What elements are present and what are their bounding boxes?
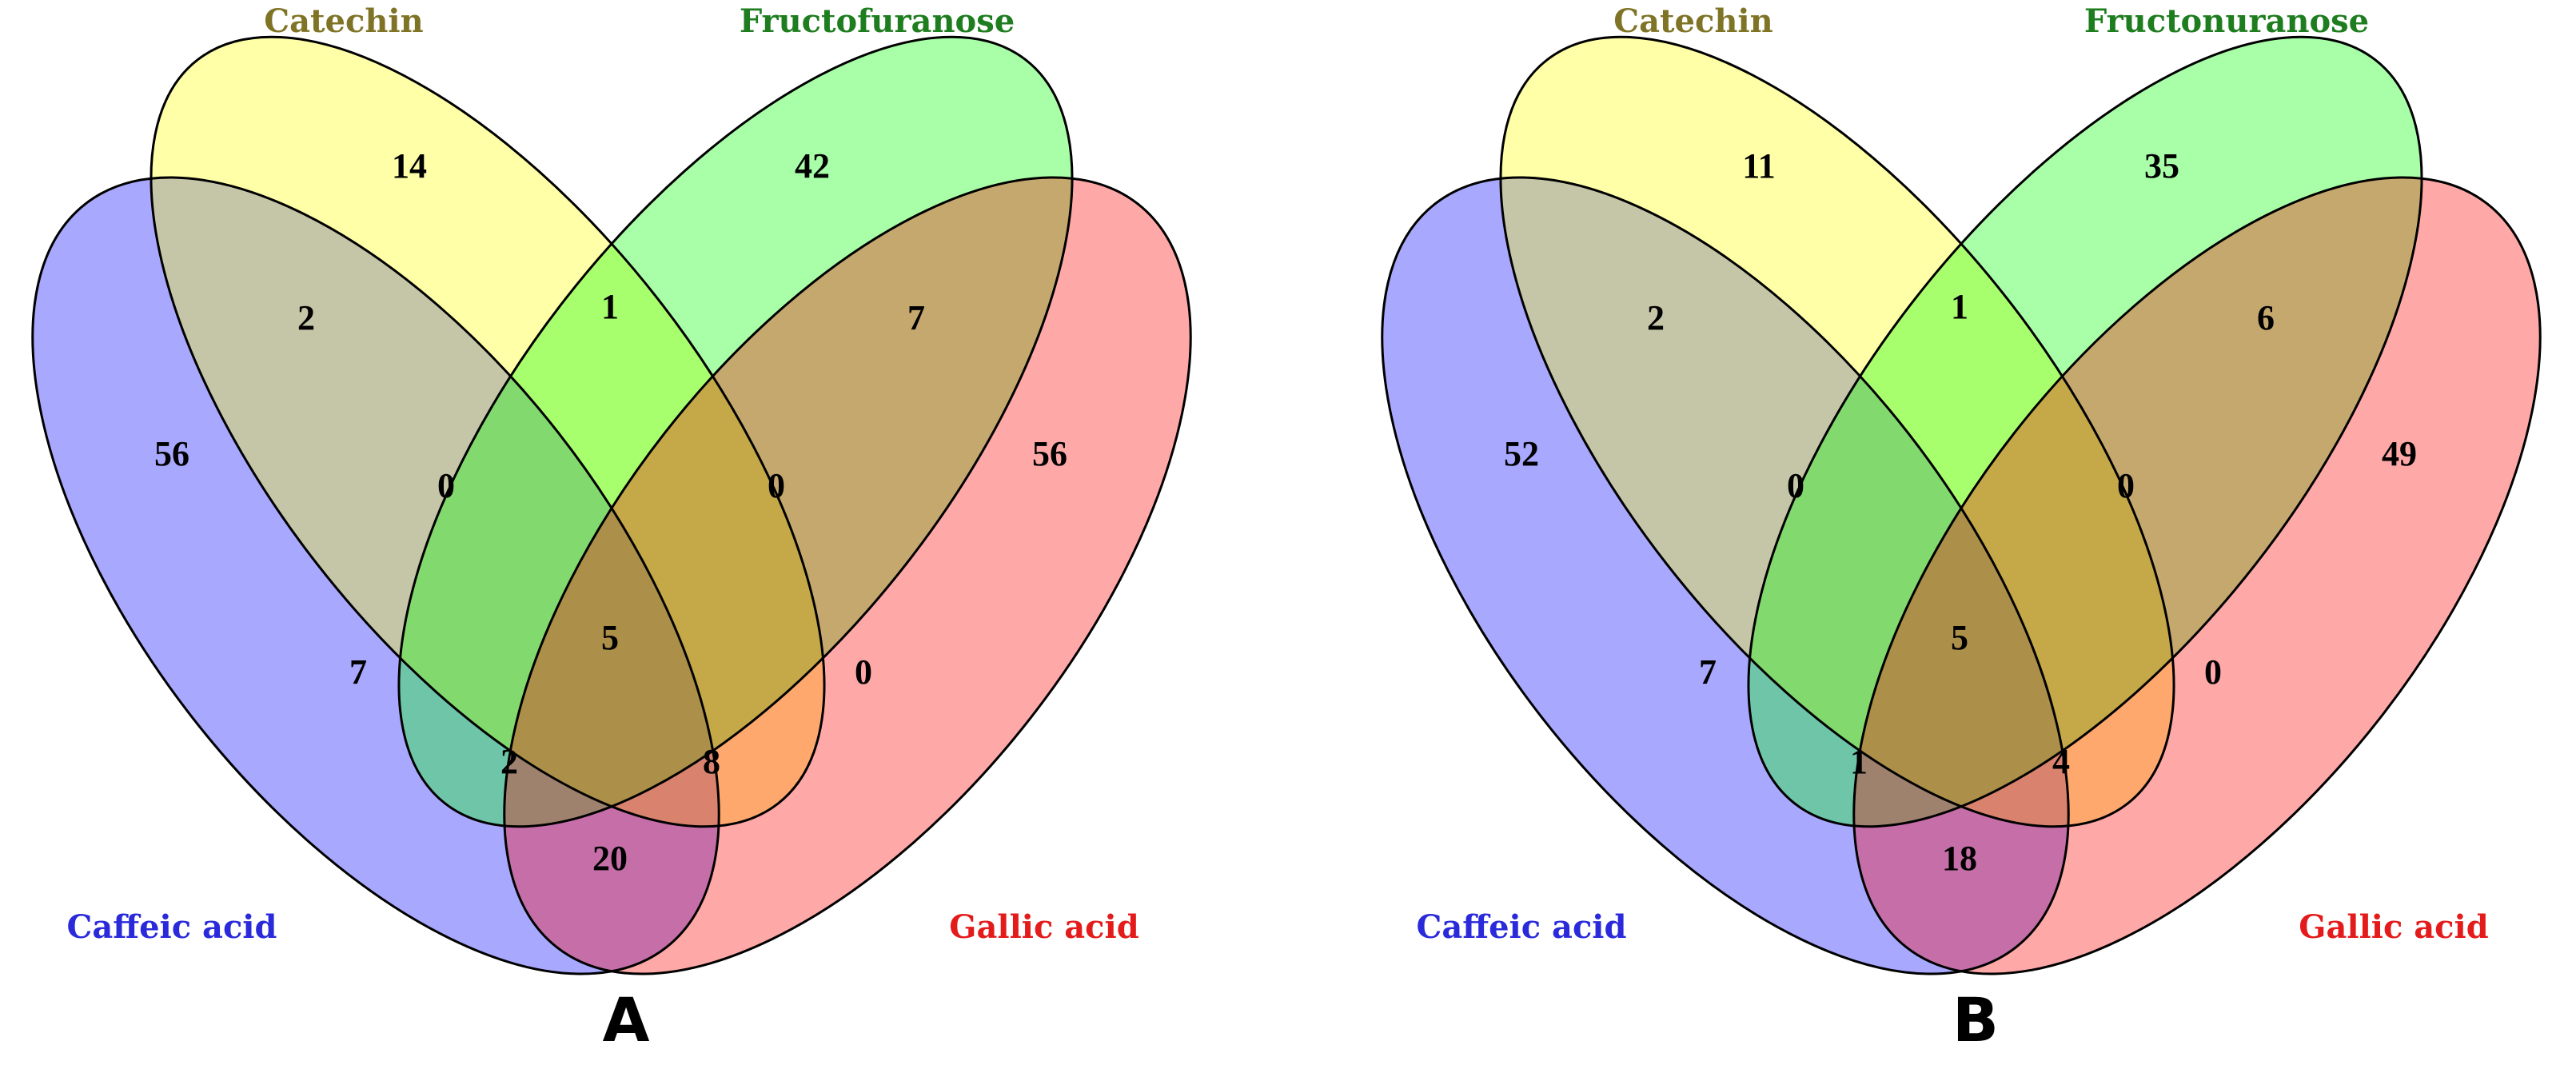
set-outline-gallic [1852, 176, 2542, 975]
count-caffeic-only: 56 [154, 434, 189, 473]
count-caffeic-fructose: 7 [349, 652, 367, 692]
set-label-fructose: Fructonuranose [2084, 2, 2369, 40]
set-ellipse-fructose [1749, 37, 2422, 827]
count-all-four: 5 [601, 618, 619, 657]
count-caffeic-catechin-gallic: 8 [703, 742, 720, 781]
set-label-caffeic: Caffeic acid [67, 908, 277, 946]
set-label-gallic: Gallic acid [2299, 908, 2488, 946]
set-outline-caffeic [31, 176, 720, 975]
count-caffeic-only: 52 [1504, 434, 1539, 473]
set-outline-catechin [1499, 35, 2175, 828]
count-fructose-gallic: 6 [2257, 298, 2275, 337]
count-catechin-gallic: 0 [855, 652, 872, 692]
panel-label: A [603, 984, 650, 1055]
set-label-gallic: Gallic acid [949, 908, 1138, 946]
count-gallic-only: 49 [2382, 434, 2417, 473]
set-label-fructose: Fructofuranose [740, 2, 1015, 40]
count-catechin-only: 14 [392, 146, 427, 185]
count-caffeic-catechin-fructose: 0 [437, 466, 455, 505]
count-fructose-gallic: 7 [907, 298, 925, 337]
venn-panel-b: Catechin Fructonuranose Caffeic acid Gallic… [1381, 2, 2542, 1055]
count-caffeic-gallic: 20 [592, 839, 628, 878]
set-label-caffeic: Caffeic acid [1417, 908, 1627, 946]
set-outline-catechin [150, 35, 826, 828]
count-caffeic-catechin: 2 [1647, 298, 1665, 337]
count-caffeic-fructose: 7 [1699, 652, 1717, 692]
count-catechin-fructose: 1 [601, 287, 619, 326]
set-ellipse-fructose [399, 37, 1072, 827]
set-label-catechin: Catechin [264, 2, 423, 40]
count-caffeic-gallic: 18 [1942, 839, 1977, 878]
venn-panel-a: Catechin Fructofuranose Caffeic acid Gallic… [31, 2, 1192, 1055]
set-ellipse-catechin [151, 37, 824, 827]
count-fructose-only: 35 [2144, 146, 2179, 185]
panel-label: B [1952, 984, 1999, 1055]
set-outline-gallic [503, 176, 1192, 975]
count-catechin-fructose-gallic: 0 [2117, 466, 2135, 505]
count-catechin-gallic: 0 [2204, 652, 2222, 692]
set-outline-fructose [1747, 35, 2423, 828]
count-catechin-fructose-gallic: 0 [768, 466, 785, 505]
set-label-catechin: Catechin [1613, 2, 1772, 40]
count-caffeic-fructose-gallic: 2 [500, 742, 518, 781]
count-caffeic-catechin-gallic: 4 [2052, 742, 2070, 781]
set-outline-fructose [397, 35, 1074, 828]
count-fructose-only: 42 [795, 146, 830, 185]
count-catechin-fructose: 1 [1951, 287, 1968, 326]
set-ellipse-catechin [1501, 37, 2174, 827]
count-caffeic-catechin-fructose: 0 [1787, 466, 1804, 505]
count-caffeic-catechin: 2 [297, 298, 315, 337]
count-caffeic-fructose-gallic: 1 [1850, 742, 1868, 781]
set-outline-caffeic [1381, 176, 2070, 975]
count-gallic-only: 56 [1032, 434, 1067, 473]
count-catechin-only: 11 [1742, 146, 1776, 185]
count-all-four: 5 [1951, 618, 1968, 657]
